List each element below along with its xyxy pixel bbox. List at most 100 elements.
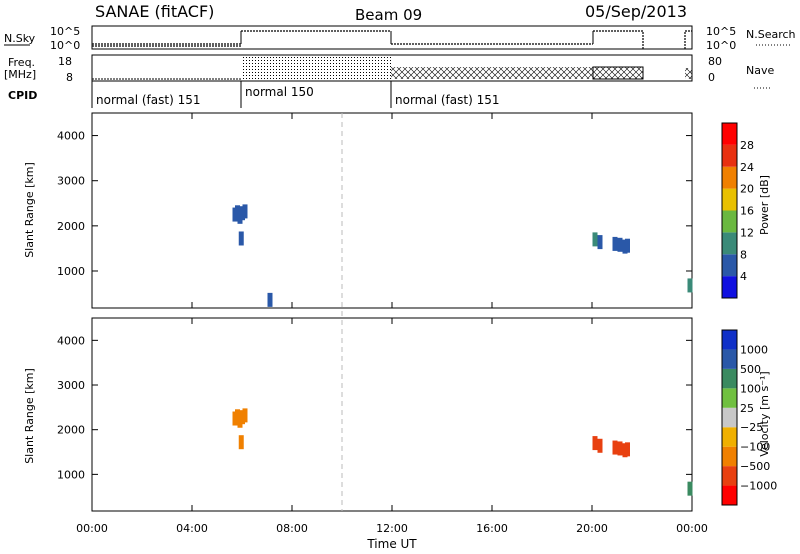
cpid-row: CPID normal (fast) 151 normal 150 normal…: [8, 81, 499, 108]
data-point: [687, 278, 693, 293]
date-title: 05/Sep/2013: [585, 2, 687, 21]
nave-label: Nave: [746, 64, 774, 77]
data-point: [592, 232, 598, 247]
freq-panel: Freq. [MHz] 18 8 80 0 Nave: [4, 54, 774, 89]
freq-tick-bottom: 8: [66, 71, 73, 84]
nsky-panel: N.Sky 10^5 10^0 10^5 10^0 N.Search: [4, 25, 796, 52]
colorbar-swatch: [722, 349, 737, 369]
nsearch-trace: [240, 31, 594, 44]
power-panel: Slant Range [km] 1000 2000 3000 4000 4 8 12 16…: [23, 112, 771, 309]
freq-block-late2: [592, 66, 644, 80]
data-point: [267, 292, 273, 307]
x-tick-label: 00:00: [76, 522, 108, 535]
y-tick-label: 3000: [57, 175, 85, 188]
data-point: [625, 238, 630, 253]
colorbar-swatch: [722, 330, 737, 350]
velocity-ylabel: Slant Range [km]: [23, 368, 36, 464]
data-point: [612, 236, 618, 251]
colorbar-swatch: [722, 232, 737, 255]
y-tick-label: 4000: [57, 334, 85, 347]
nave-tick-bottom: 0: [708, 71, 715, 84]
nsearch-tick-top: 10^5: [706, 25, 736, 38]
colorbar-tick-label: 1000: [740, 343, 768, 356]
nsky-tick-bottom: 10^0: [50, 39, 80, 52]
colorbar-swatch: [722, 368, 737, 389]
power-ylabel: Slant Range [km]: [23, 162, 36, 258]
x-axis: 00:00 04:00 08:00 12:00 16:00 20:00 00:00: [76, 113, 708, 535]
data-point: [617, 237, 623, 252]
freq-block-late: [391, 67, 593, 79]
data-point: [242, 204, 248, 219]
colorbar-tick-label: 8: [740, 248, 747, 261]
beam-title: Beam 09: [355, 6, 422, 24]
nsearch-label: N.Search: [746, 28, 796, 41]
data-point: [238, 435, 244, 450]
colorbar-swatch: [722, 144, 737, 167]
y-tick-label: 1000: [57, 468, 85, 481]
nsky-tick-top: 10^5: [50, 25, 80, 38]
colorbar-swatch: [722, 123, 737, 145]
x-tick-label: 12:00: [376, 522, 408, 535]
colorbar-swatch: [722, 427, 737, 447]
data-point: [687, 481, 693, 496]
colorbar-tick-label: 4: [740, 270, 747, 283]
x-tick-label: 16:00: [476, 522, 508, 535]
freq-block-mid: [241, 56, 391, 80]
x-tick-label: 04:00: [176, 522, 208, 535]
data-point: [597, 235, 603, 250]
freq-label-1: Freq.: [8, 56, 35, 69]
colorbar-swatch: [722, 466, 737, 486]
x-tick-label: 20:00: [576, 522, 608, 535]
data-point: [617, 441, 623, 456]
colorbar-tick-label: −100: [740, 441, 770, 454]
freq-tick-top: 18: [58, 55, 72, 68]
colorbar-tick-label: 25: [740, 402, 754, 415]
power-colorbar-label: Power [dB]: [758, 175, 771, 235]
colorbar-frame: [721, 329, 738, 506]
colorbar-swatch: [722, 485, 737, 505]
colorbar-swatch: [722, 254, 737, 277]
colorbar-swatch: [722, 188, 737, 211]
x-tick-label: 08:00: [276, 522, 308, 535]
data-point: [238, 231, 244, 246]
colorbar-tick-label: 20: [740, 183, 754, 196]
cpid-segment-2: normal 150: [245, 85, 314, 99]
velocity-panel: Slant Range [km] 1000 2000 3000 4000 1000 50…: [23, 317, 777, 512]
nave-tick-top: 80: [708, 55, 722, 68]
y-tick-label: 2000: [57, 424, 85, 437]
colorbar-tick-label: 12: [740, 226, 754, 239]
nsky-label: N.Sky: [4, 32, 36, 45]
data-point: [612, 440, 618, 455]
colorbar-swatch: [722, 407, 737, 428]
colorbar-tick-label: 24: [740, 161, 754, 174]
y-tick-label: 1000: [57, 265, 85, 278]
colorbar-swatch: [722, 388, 737, 408]
x-axis-label: Time UT: [366, 537, 417, 551]
station-title: SANAE (fitACF): [95, 2, 214, 21]
data-point: [242, 408, 248, 423]
cpid-segment-3: normal (fast) 151: [395, 93, 499, 107]
colorbar-tick-label: −500: [740, 460, 770, 473]
data-point: [592, 436, 598, 451]
freq-block-end: [685, 68, 692, 79]
colorbar-swatch: [722, 276, 737, 298]
colorbar-frame: [721, 122, 738, 299]
cpid-segment-1: normal (fast) 151: [96, 93, 200, 107]
cpid-label: CPID: [8, 89, 37, 102]
colorbar-swatch: [722, 166, 737, 189]
data-point: [597, 438, 603, 453]
colorbar-swatch: [722, 446, 737, 467]
nsky-trace: [92, 30, 692, 49]
velocity-colorbar-label: Velocity [m s⁻¹]: [758, 371, 771, 456]
colorbar-tick-label: 16: [740, 205, 754, 218]
data-point: [625, 442, 630, 457]
freq-label-2: [MHz]: [4, 68, 36, 81]
colorbar-swatch: [722, 210, 737, 233]
colorbar-tick-label: 100: [740, 382, 761, 395]
y-tick-label: 3000: [57, 379, 85, 392]
colorbar-tick-label: 500: [740, 363, 761, 376]
x-tick-label: 00:00: [676, 522, 708, 535]
y-tick-label: 2000: [57, 220, 85, 233]
colorbar-tick-label: 28: [740, 139, 754, 152]
